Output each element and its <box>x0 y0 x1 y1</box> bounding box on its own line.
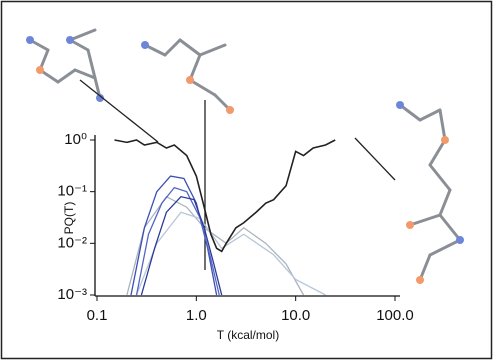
molecule-left <box>26 30 104 102</box>
plot-area <box>114 140 335 295</box>
molecule-right <box>396 101 464 284</box>
series-line <box>141 197 221 295</box>
x-tick-label: 0.1 <box>87 307 108 324</box>
frame <box>2 2 492 359</box>
y-tick-label: 10⁰ <box>64 131 87 148</box>
y-tick-label: 10⁻³ <box>57 286 87 303</box>
x-tick-label: 10.0 <box>281 307 310 324</box>
series-line <box>114 140 335 251</box>
x-tick-label: 100.0 <box>376 307 414 324</box>
chart: T (kcal/mol) PQ(T) 0.1 1.0 10.0 100.0 10⁻³ 10… <box>0 0 493 360</box>
x-axis-label: T (kcal/mol) <box>217 328 279 342</box>
y-axis-label: PQ(T) <box>62 202 76 235</box>
molecule-middle <box>141 40 234 114</box>
y-tick-label: 10⁻¹ <box>57 183 87 200</box>
series-line <box>137 188 220 295</box>
arrows <box>80 80 395 270</box>
y-tick-label: 10⁻² <box>57 234 87 251</box>
x-tick-label: 1.0 <box>186 307 207 324</box>
